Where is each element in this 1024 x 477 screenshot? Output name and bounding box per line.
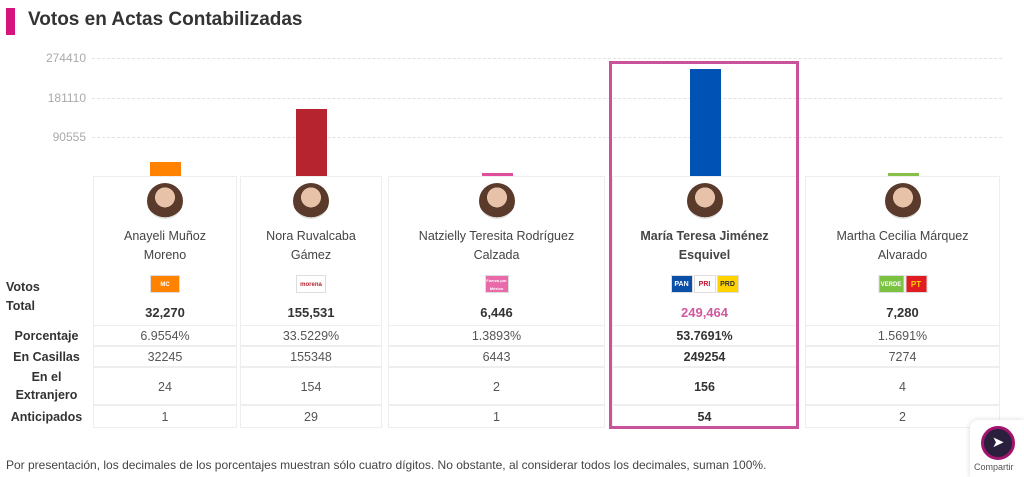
label-porcentaje: Porcentaje: [14, 329, 79, 343]
name-line-2: Moreno: [143, 248, 187, 262]
candidate-total: 32,270: [145, 305, 185, 320]
bar-2: [481, 173, 513, 176]
candidate-cell: María Teresa Jiménez Esquivel PAN PRI PRD 249…: [612, 176, 797, 326]
candidate-avatar: [884, 183, 921, 219]
bar-4: [887, 172, 919, 176]
share-button[interactable]: ➤ Compartir: [970, 420, 1024, 477]
candidate-total: 6,446: [480, 305, 513, 320]
value-casillas: 7274: [805, 346, 1000, 367]
name-line-1: Natzielly Teresita Rodríguez: [418, 229, 575, 243]
value-porcentaje: 1.3893%: [388, 325, 605, 346]
candidate-name: Martha Cecilia Márquez Alvarado: [806, 227, 999, 265]
candidate-cell: Martha Cecilia Márquez Alvarado VERDE PT 7,2…: [805, 176, 1000, 326]
bar-1: [296, 109, 327, 176]
gridline: [92, 137, 1002, 139]
footnote: Por presentación, los decimales de los p…: [6, 458, 767, 472]
label-anticipados: Anticipados: [10, 410, 83, 424]
candidate-cell: Nora Ruvalcaba Gámez morena 155,531: [240, 176, 382, 326]
candidate-total: 7,280: [886, 305, 919, 320]
candidate-avatar: [686, 183, 723, 219]
party-logo: Fuerza por México: [484, 275, 509, 293]
candidate-total: 249,464: [681, 305, 728, 320]
value-anticipados: 1: [93, 405, 237, 428]
y-tick-label: 274410: [45, 51, 86, 65]
bar-0: [150, 162, 181, 176]
value-casillas: 155348: [240, 346, 382, 367]
label-casillas: En Casillas: [13, 350, 80, 364]
value-porcentaje: 1.5691%: [805, 325, 1000, 346]
value-extranjero: 2: [388, 367, 605, 405]
name-line-2: Calzada: [473, 248, 520, 262]
candidate-total: 155,531: [287, 305, 335, 320]
party-logos: morena: [296, 275, 326, 293]
page-title: Votos en Actas Contabilizadas: [28, 9, 303, 30]
candidate-avatar: [147, 183, 183, 219]
share-label: Compartir: [974, 462, 1014, 472]
value-anticipados: 29: [240, 405, 382, 428]
candidate-name: María Teresa Jiménez Esquivel: [613, 227, 796, 265]
candidate-name: Anayeli Muñoz Moreno: [94, 227, 236, 265]
value-casillas: 6443: [388, 346, 605, 367]
value-porcentaje: 6.9554%: [93, 325, 237, 346]
name-line-2: Gámez: [290, 248, 332, 262]
party-logo: PT: [905, 275, 927, 293]
party-logos: VERDE PT: [878, 275, 927, 293]
bar-3: [689, 68, 721, 176]
candidate-name: Natzielly Teresita Rodríguez Calzada: [389, 227, 604, 265]
gridline: [92, 98, 1002, 100]
gridline: [92, 58, 1002, 59]
candidate-avatar: [293, 183, 329, 219]
party-logo: morena: [296, 275, 326, 293]
label-extranjero-1: En el: [31, 370, 62, 384]
party-logo: PRI: [693, 275, 716, 293]
party-logo: PRD: [716, 275, 739, 293]
name-line-1: Nora Ruvalcaba: [266, 229, 356, 243]
name-line-1: María Teresa Jiménez: [640, 229, 769, 243]
y-tick-label: 181110: [47, 91, 86, 106]
share-icon: ➤: [981, 426, 1015, 460]
candidate-name: Nora Ruvalcaba Gámez: [241, 227, 381, 265]
party-logos: PAN PRI PRD: [670, 275, 739, 293]
party-logo: MC: [150, 275, 180, 293]
winner-highlight-box: [609, 61, 799, 429]
candidate-avatar: [478, 183, 515, 219]
value-extranjero: 4: [805, 367, 1000, 405]
label-votos: Votos: [6, 280, 40, 294]
name-line-2: Esquivel: [678, 248, 731, 262]
name-line-1: Martha Cecilia Márquez: [836, 229, 969, 243]
value-extranjero: 24: [93, 367, 237, 405]
party-logos: Fuerza por México: [484, 275, 509, 293]
value-porcentaje: 33.5229%: [240, 325, 382, 346]
y-tick-label: 90555: [52, 130, 86, 145]
title-accent-bar: [6, 8, 15, 35]
value-extranjero: 154: [240, 367, 382, 405]
name-line-1: Anayeli Muñoz: [124, 229, 206, 243]
value-casillas: 32245: [93, 346, 237, 367]
party-logo: VERDE: [878, 275, 904, 293]
label-extranjero-2: Extranjero: [15, 388, 78, 402]
party-logo: PAN: [670, 275, 693, 293]
value-anticipados: 2: [805, 405, 1000, 428]
candidate-cell: Natzielly Teresita Rodríguez Calzada Fuerz…: [388, 176, 605, 326]
candidate-cell: Anayeli Muñoz Moreno MC 32,270: [93, 176, 237, 326]
label-total: Total: [6, 299, 35, 313]
value-anticipados: 1: [388, 405, 605, 428]
name-line-2: Alvarado: [877, 248, 928, 262]
party-logos: MC: [150, 275, 180, 293]
